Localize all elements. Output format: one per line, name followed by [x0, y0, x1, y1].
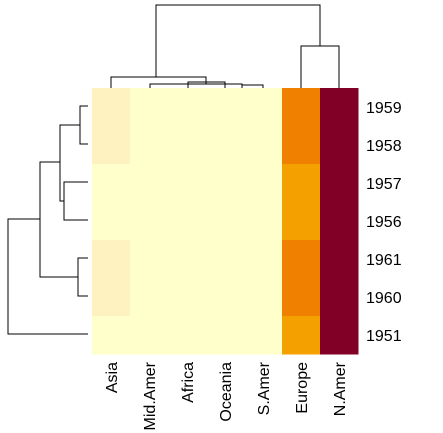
heatmap-cell — [130, 164, 169, 203]
row-label: 1951 — [366, 328, 402, 345]
heatmap-cell — [320, 126, 359, 165]
heatmap-cell — [168, 88, 207, 127]
row-label: 1959 — [366, 100, 402, 117]
col-dendro-rest-inner — [150, 84, 242, 88]
column-label: Europe — [294, 362, 311, 414]
column-label: Oceania — [218, 362, 235, 422]
row-dendrogram — [8, 106, 88, 334]
heatmap-cell — [244, 126, 283, 165]
column-label: Asia — [104, 362, 121, 393]
column-dendrogram — [111, 5, 339, 88]
heatmap-cell — [282, 126, 321, 165]
row-dendro-1957-1956 — [64, 182, 88, 220]
col-dendro-europe-namer — [301, 46, 339, 88]
heatmap-cell — [92, 202, 131, 241]
heatmap-cell — [92, 126, 131, 165]
row-label: 1960 — [366, 290, 402, 307]
heatmap-cell — [320, 316, 359, 355]
heatmap-cell — [92, 240, 131, 279]
heatmap-cell — [282, 164, 321, 203]
row-dendro-1959-1958 — [80, 106, 88, 144]
heatmap-cell — [92, 278, 131, 317]
col-dendro-root — [156, 5, 320, 77]
heatmap-cell — [168, 316, 207, 355]
row-dendro-top-group — [40, 162, 60, 258]
row-dendro-1961-1960 — [78, 258, 88, 296]
heatmap-cell — [244, 88, 283, 127]
heatmap-cell — [282, 278, 321, 317]
heatmap-cell — [282, 88, 321, 127]
col-dendro-samer-branch — [242, 85, 263, 88]
column-label: S.Amer — [256, 361, 273, 415]
column-label: N.Amer — [332, 361, 349, 416]
row-labels: 1959 1958 1957 1956 1961 1960 1951 — [366, 100, 402, 345]
column-labels: Asia Mid.Amer Africa Oceania S.Amer Europe N.A… — [104, 361, 349, 430]
heatmap-cell — [168, 126, 207, 165]
heatmap-cell — [206, 240, 245, 279]
row-dendro-5958-join — [60, 125, 80, 201]
heatmap-cell — [92, 88, 131, 127]
heatmap-cell — [130, 316, 169, 355]
row-dendro-lower-join — [40, 258, 78, 277]
heatmap-cell — [168, 240, 207, 279]
heatmap-cell — [244, 278, 283, 317]
heatmap-cell — [130, 202, 169, 241]
heatmap-cell — [320, 202, 359, 241]
heatmap-cell — [320, 240, 359, 279]
heatmap-cell — [168, 278, 207, 317]
heatmap-cell — [244, 316, 283, 355]
heatmap-cell — [206, 88, 245, 127]
heatmap-cell — [130, 126, 169, 165]
heatmap-cell — [130, 278, 169, 317]
heatmap-cell — [206, 164, 245, 203]
heatmap-cell — [168, 164, 207, 203]
heatmap-cell — [320, 88, 359, 127]
row-label: 1958 — [366, 138, 402, 155]
heatmap-cell — [206, 126, 245, 165]
heatmap-cell — [206, 316, 245, 355]
heatmap-cell — [320, 164, 359, 203]
heatmap-cell — [282, 240, 321, 279]
heatmap-cell — [244, 240, 283, 279]
heatmap-cell — [206, 278, 245, 317]
heatmap-cell — [206, 202, 245, 241]
column-label: Mid.Amer — [142, 361, 159, 430]
heatmap-cell — [168, 202, 207, 241]
heatmap-cell — [92, 164, 131, 203]
heatmap-cell — [320, 278, 359, 317]
heatmap-cell — [244, 164, 283, 203]
heatmap-cell — [130, 88, 169, 127]
row-label: 1961 — [366, 252, 402, 269]
row-label: 1956 — [366, 214, 402, 231]
row-label: 1957 — [366, 176, 402, 193]
column-label: Africa — [180, 362, 197, 403]
heatmap-cells — [92, 88, 359, 355]
heatmap-cell — [282, 316, 321, 355]
heatmap-cell — [244, 202, 283, 241]
heatmap-cell — [130, 240, 169, 279]
heatmap-cell — [282, 202, 321, 241]
heatmap-cell — [92, 316, 131, 355]
